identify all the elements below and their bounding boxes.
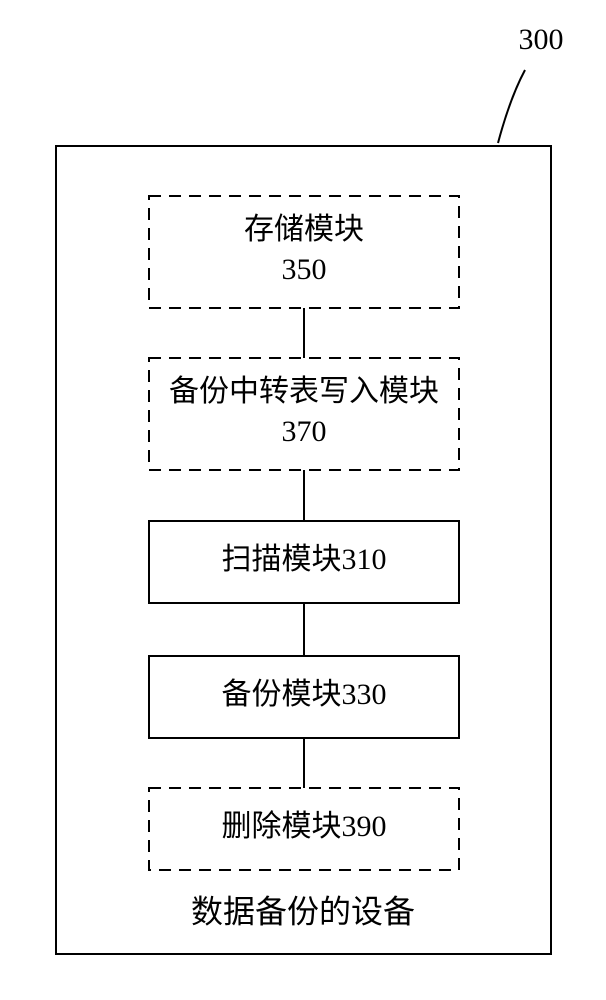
scan-module-label-0: 扫描模块310 — [222, 543, 387, 576]
diagram-svg: 300 存储模块 350 备份中转表写入模块 370 扫描模块310 备份模块330 删除模块… — [0, 0, 606, 1000]
backup-transit-table-write-module-label-1: 370 — [282, 415, 327, 448]
container-title: 数据备份的设备 — [191, 893, 415, 929]
backup-module-label-0: 备份模块330 — [222, 678, 387, 711]
backup-transit-table-write-module-label-0: 备份中转表写入模块 — [169, 375, 439, 408]
delete-module-label-0: 删除模块390 — [222, 810, 387, 843]
figure-reference-number: 300 — [519, 23, 564, 56]
storage-module-label-0: 存储模块 — [244, 213, 364, 246]
storage-module-label-1: 350 — [282, 253, 327, 286]
